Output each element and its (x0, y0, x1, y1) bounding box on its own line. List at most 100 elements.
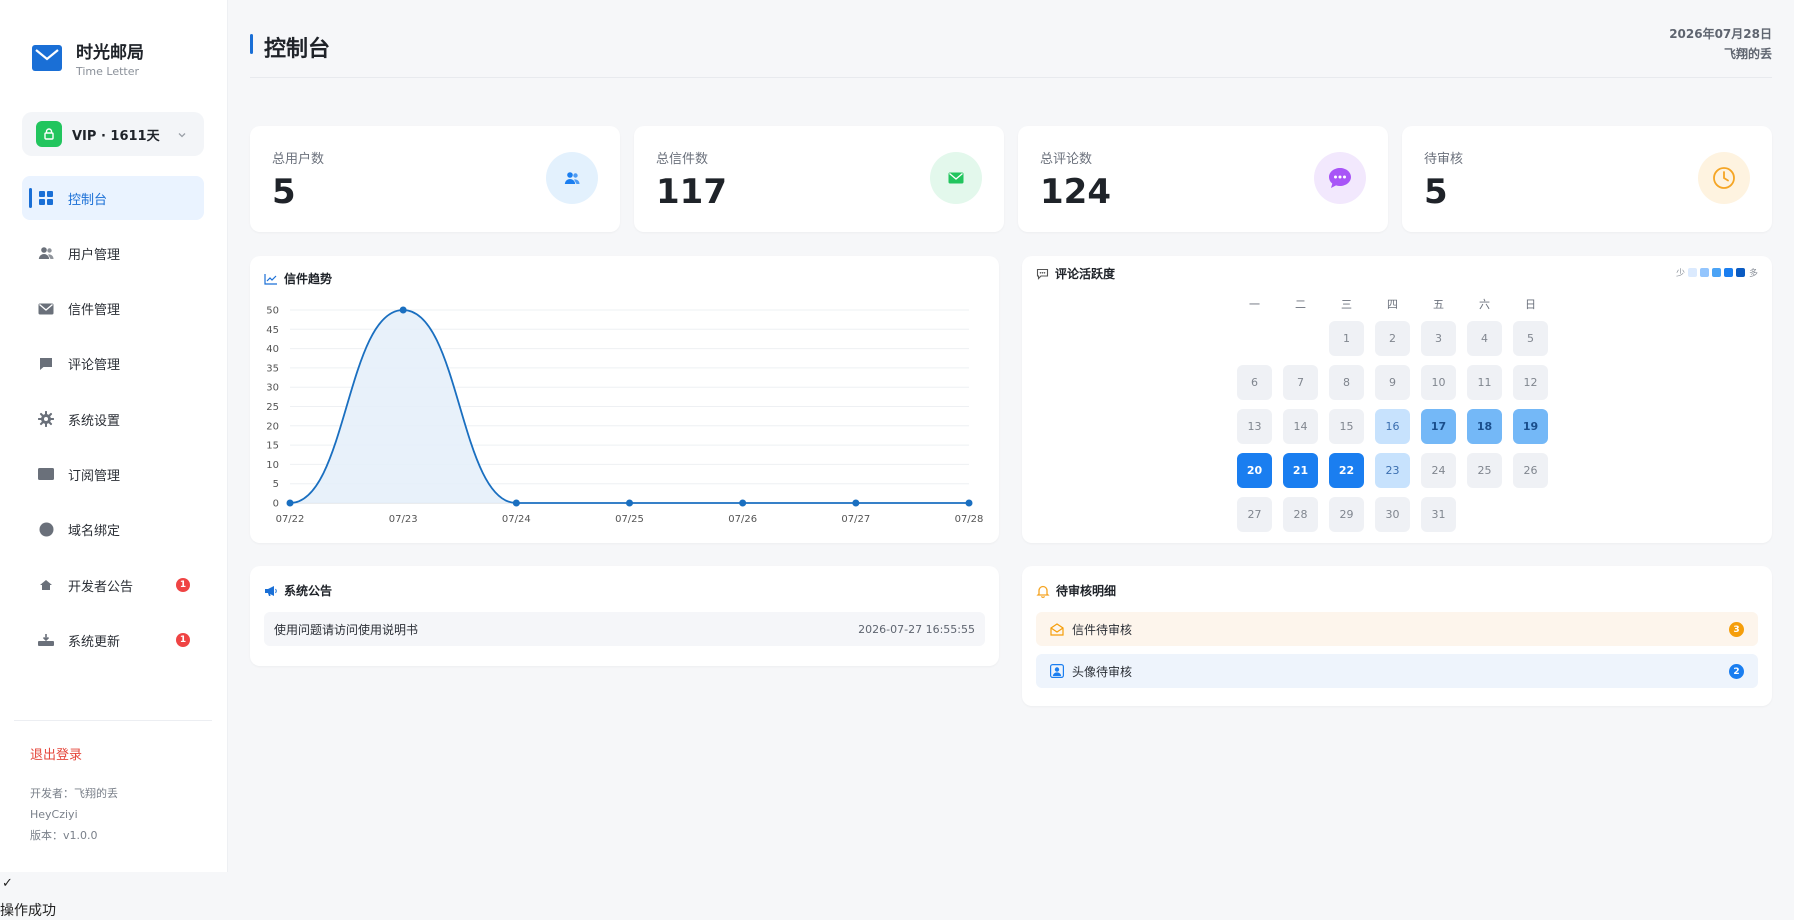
data-point (399, 306, 407, 314)
sidebar-item-label: 域名绑定 (68, 524, 121, 540)
calendar-day[interactable]: 11 (1467, 365, 1502, 400)
calendar-day[interactable]: 25 (1467, 453, 1502, 488)
stat-label: 总用户数 (272, 152, 325, 167)
activity-title-text: 评论活跃度 (1055, 267, 1116, 281)
mail-logo-icon (32, 45, 62, 71)
pending-label: 头像待审核 (1072, 664, 1133, 679)
sidebar-item-mail[interactable]: 信件管理 (22, 287, 204, 331)
x-tick-label: 07/24 (502, 514, 531, 525)
calendar-day[interactable]: 26 (1513, 453, 1548, 488)
pending-title: 待审核明细 (1036, 582, 1116, 599)
calendar-day[interactable]: 4 (1467, 321, 1502, 356)
toast-message: 操作成功 (0, 903, 56, 919)
notice-card: 系统公告 使用问题请访问使用说明书 2026-07-27 16:55:55 (250, 566, 999, 666)
brand-title: 时光邮局 (76, 43, 144, 63)
y-tick-label: 5 (273, 479, 279, 490)
weekday-label: 四 (1387, 298, 1398, 311)
pending-item[interactable]: 头像待审核 2 (1036, 654, 1758, 688)
calendar-day[interactable]: 7 (1283, 365, 1318, 400)
data-point (626, 499, 633, 507)
comment-icon (38, 356, 54, 372)
calendar-day[interactable]: 18 (1467, 409, 1502, 444)
calendar-day[interactable]: 12 (1513, 365, 1548, 400)
chevron-down-icon (176, 126, 188, 145)
calendar-day[interactable]: 8 (1329, 365, 1364, 400)
mail-icon (930, 152, 982, 204)
x-tick-label: 07/26 (728, 514, 757, 525)
calendar-day[interactable]: 16 (1375, 409, 1410, 444)
calendar-day[interactable]: 28 (1283, 497, 1318, 532)
vip-selector[interactable]: VIP · 1611天 (22, 112, 204, 156)
header-user: 飞翔的丢 (1723, 47, 1772, 61)
activity-calendar: 一二三四五六日 1 2 3 4 5 6 7 8 9 10 11 12 13 14 15 16 17 18 19 20 21… (1237, 296, 1559, 532)
calendar-day[interactable]: 23 (1375, 453, 1410, 488)
calendar-day[interactable]: 30 (1375, 497, 1410, 532)
sidebar-item-users[interactable]: 用户管理 (22, 231, 204, 275)
data-point (512, 499, 520, 507)
sidebar-item-label: 开发者公告 (68, 579, 134, 595)
notice-item[interactable]: 使用问题请访问使用说明书 2026-07-27 16:55:55 (264, 612, 985, 646)
x-tick-label: 07/28 (955, 514, 984, 525)
data-point (286, 499, 294, 507)
sidebar-meta: 开发者：飞翔的丢 HeyCziyi 版本：v1.0.0 (30, 783, 118, 846)
sidebar-item-gear[interactable]: 系统设置 (22, 397, 204, 441)
notice-title-text: 系统公告 (284, 584, 333, 598)
calendar-day[interactable]: 3 (1421, 321, 1456, 356)
x-tick-label: 07/27 (841, 514, 870, 525)
series-area (290, 310, 969, 503)
gear-icon (38, 411, 54, 428)
notice-title: 系统公告 (264, 582, 332, 599)
lock-icon (36, 121, 62, 147)
calendar-day[interactable]: 14 (1283, 409, 1318, 444)
mail-open-icon (1050, 622, 1064, 636)
calendar-day[interactable]: 19 (1513, 409, 1548, 444)
calendar-day[interactable]: 17 (1421, 409, 1456, 444)
calendar-day[interactable]: 1 (1329, 321, 1364, 356)
calendar-day[interactable]: 24 (1421, 453, 1456, 488)
sidebar-item-megaphone[interactable]: 开发者公告 1 (22, 563, 204, 607)
weekday-label: 三 (1341, 298, 1352, 311)
version-label: 版本：v1.0.0 (30, 829, 98, 842)
calendar-day[interactable]: 21 (1283, 453, 1318, 488)
calendar-day[interactable]: 2 (1375, 321, 1410, 356)
stat-label: 总信件数 (656, 152, 709, 167)
brand[interactable]: 时光邮局 Time Letter (32, 38, 144, 78)
calendar-day[interactable]: 27 (1237, 497, 1272, 532)
calendar-day[interactable]: 15 (1329, 409, 1364, 444)
x-tick-label: 07/22 (276, 514, 305, 525)
sidebar-item-globe[interactable]: 域名绑定 (22, 508, 204, 552)
sidebar-item-comment[interactable]: 评论管理 (22, 342, 204, 386)
notice-text: 使用问题请访问使用说明书 (274, 622, 419, 637)
calendar-day[interactable]: 6 (1237, 365, 1272, 400)
calendar-blank (1283, 321, 1318, 356)
stat-value: 117 (656, 172, 727, 212)
calendar-day[interactable]: 20 (1237, 453, 1272, 488)
calendar-day[interactable]: 31 (1421, 497, 1456, 532)
legend-swatch (1699, 268, 1709, 277)
stat-card: 待审核 5 (1402, 126, 1772, 232)
calendar-day[interactable]: 29 (1329, 497, 1364, 532)
weekday-label: 二 (1295, 298, 1306, 311)
calendar-day[interactable]: 13 (1237, 409, 1272, 444)
weekday-label: 日 (1525, 298, 1536, 311)
pending-item[interactable]: 信件待审核 3 (1036, 612, 1758, 646)
trend-title: 信件趋势 (264, 270, 332, 287)
sidebar-item-update[interactable]: 系统更新 1 (22, 618, 204, 662)
logout-link[interactable]: 退出登录 (30, 748, 83, 763)
y-tick-label: 15 (266, 441, 279, 452)
sidebar-item-label: 订阅管理 (68, 468, 121, 484)
calendar-day[interactable]: 10 (1421, 365, 1456, 400)
activity-legend: 少多 (1676, 266, 1758, 279)
mail-icon (38, 301, 54, 317)
calendar-day[interactable]: 9 (1375, 365, 1410, 400)
calendar-day[interactable]: 5 (1513, 321, 1548, 356)
calendar-day[interactable]: 22 (1329, 453, 1364, 488)
stat-card: 总评论数 124 (1018, 126, 1388, 232)
sidebar-item-dashboard[interactable]: 控制台 (22, 176, 204, 220)
speech-bubble-icon (1036, 268, 1049, 280)
stat-value: 124 (1040, 172, 1111, 212)
y-tick-label: 20 (266, 421, 279, 432)
brand-subtitle: Time Letter (76, 65, 140, 78)
data-point (739, 499, 747, 507)
sidebar-item-card[interactable]: 订阅管理 (22, 452, 204, 496)
